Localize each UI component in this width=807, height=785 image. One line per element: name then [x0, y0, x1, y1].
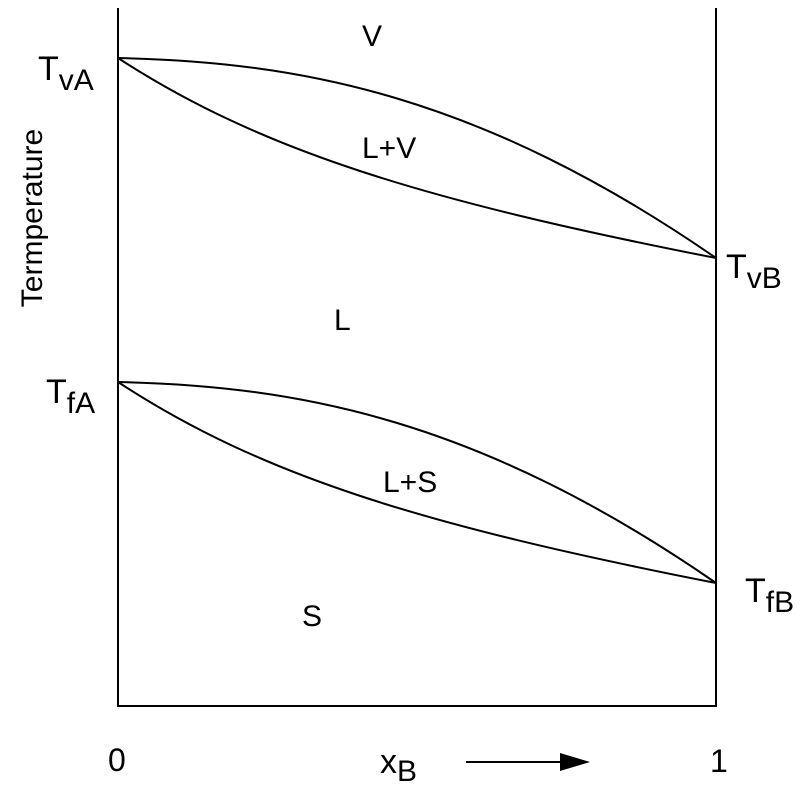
x-axis-label-base: x	[380, 743, 397, 781]
solidus-curve	[117, 381, 717, 584]
x-axis-arrow-head	[560, 753, 590, 771]
right-fusion-temp-label: TfB	[745, 572, 794, 619]
region-solid-label: S	[302, 600, 322, 633]
right-fusion-temp-subscript: fB	[766, 586, 794, 619]
x-tick-end: 1	[710, 743, 728, 779]
right-vapor-temp-subscript: vB	[747, 262, 782, 295]
dew-point-curve	[117, 57, 717, 259]
region-vapor-label: V	[362, 20, 382, 53]
right-vapor-temp-label: TvB	[726, 248, 782, 295]
left-vapor-temp-label: TvA	[38, 50, 94, 97]
y-axis-label: Termperature	[16, 129, 49, 307]
x-tick-start: 0	[108, 742, 126, 778]
x-axis-label: xB	[380, 743, 417, 785]
region-liquid-solid-label: L+S	[383, 466, 437, 499]
liquidus-curve	[117, 381, 717, 584]
region-liquid-vapor-label: L+V	[362, 132, 416, 165]
bubble-point-curve	[117, 57, 717, 259]
region-liquid-label: L	[334, 304, 351, 337]
left-fusion-temp-base: T	[46, 373, 67, 411]
left-fusion-temp-label: TfA	[46, 373, 95, 420]
left-vapor-temp-subscript: vA	[59, 64, 94, 97]
left-vapor-temp-base: T	[38, 50, 59, 88]
right-vapor-temp-base: T	[726, 248, 747, 286]
x-axis-label-subscript: B	[397, 755, 417, 785]
right-fusion-temp-base: T	[745, 572, 766, 610]
left-fusion-temp-subscript: fA	[67, 387, 95, 420]
